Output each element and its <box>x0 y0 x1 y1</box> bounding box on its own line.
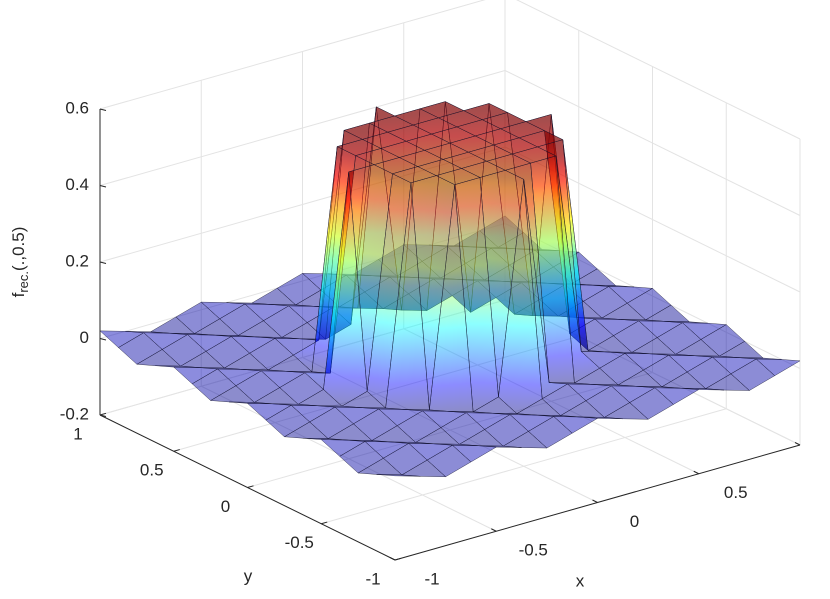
x-tick-label: 0.5 <box>724 483 748 502</box>
y-axis-label: y <box>244 566 253 585</box>
y-tick-label: 0 <box>221 497 230 516</box>
y-tick <box>173 449 180 452</box>
z-tick-label: 0.6 <box>65 98 89 117</box>
axes-layer: -0.200.20.40.6-1-0.500.51-1-0.500.51 <box>60 98 801 588</box>
x-tick <box>794 442 801 446</box>
z-tick <box>99 414 107 417</box>
y-tick <box>247 485 254 488</box>
y-tick <box>99 412 107 416</box>
z-tick <box>99 338 107 341</box>
x-tick-label: 0 <box>630 512 639 531</box>
x-tick <box>389 557 396 561</box>
z-tick-label: -0.2 <box>60 404 89 423</box>
z-tick-label: 0 <box>80 328 89 347</box>
surface-layer <box>99 101 801 478</box>
z-tick-label: 0.4 <box>65 175 89 194</box>
x-tick-label: -1 <box>424 569 439 588</box>
grid-line <box>99 0 486 110</box>
y-tick-label: 1 <box>73 424 82 443</box>
z-tick <box>99 185 107 188</box>
x-tick <box>592 499 598 503</box>
z-axis-label: frec.(.,0.5) <box>9 227 31 298</box>
y-tick-label: -1 <box>365 569 380 588</box>
x-axis-label: x <box>576 571 585 590</box>
y-tick-label: 0.5 <box>140 461 164 480</box>
z-tick <box>99 108 107 111</box>
x-tick <box>693 470 699 475</box>
z-tick <box>99 261 107 264</box>
grid-line <box>247 372 653 488</box>
z-tick-label: 0.2 <box>65 251 89 270</box>
grid-line <box>504 70 801 216</box>
x-tick-label: -0.5 <box>519 541 548 560</box>
surface-patch <box>376 474 421 477</box>
y-tick-label: -0.5 <box>285 533 314 552</box>
z-label-subscript: rec. <box>16 271 31 293</box>
x-tick <box>491 528 497 532</box>
z-label-main: f <box>9 292 28 297</box>
y-tick <box>394 557 402 561</box>
grid-line <box>321 408 727 525</box>
z-label-suffix: (.,0.5) <box>9 227 28 271</box>
grid-line <box>516 0 801 140</box>
y-tick <box>321 521 328 525</box>
grid-line <box>99 70 506 186</box>
